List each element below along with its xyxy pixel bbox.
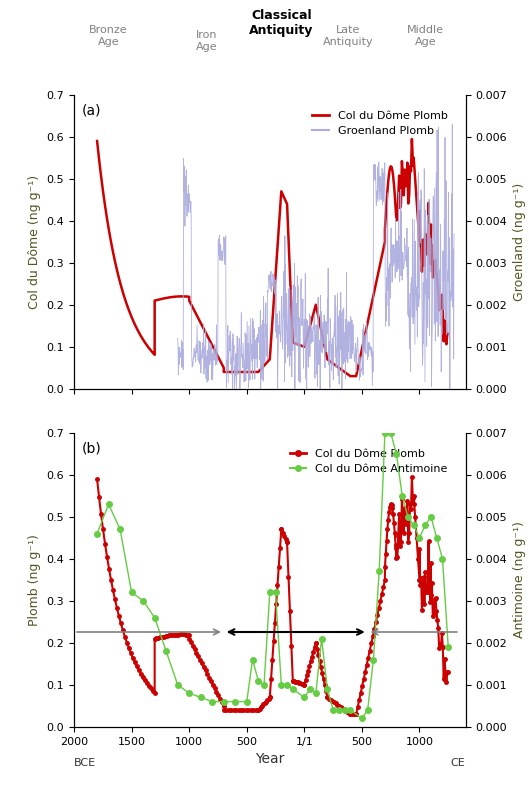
- Text: Bronze
Age: Bronze Age: [89, 25, 128, 47]
- Text: Iron
Age: Iron Age: [196, 30, 217, 52]
- X-axis label: Year: Year: [255, 752, 285, 766]
- Text: Late
Antiquity: Late Antiquity: [323, 25, 373, 47]
- Y-axis label: Antimoine (ng g⁻¹): Antimoine (ng g⁻¹): [513, 521, 525, 638]
- Text: BCE: BCE: [74, 758, 96, 768]
- Text: (b): (b): [82, 442, 102, 456]
- Text: Middle
Age: Middle Age: [407, 25, 444, 47]
- Y-axis label: Col du Dôme (ng g⁻¹): Col du Dôme (ng g⁻¹): [28, 175, 41, 309]
- Text: CE: CE: [451, 758, 466, 768]
- Text: (a): (a): [82, 103, 102, 118]
- Y-axis label: Plomb (ng g⁻¹): Plomb (ng g⁻¹): [28, 534, 41, 626]
- Text: Classical
Antiquity: Classical Antiquity: [249, 9, 314, 37]
- Y-axis label: Groenland (ng g⁻¹): Groenland (ng g⁻¹): [513, 182, 525, 301]
- Legend: Col du Dôme Plomb, Col du Dôme Antimoine: Col du Dôme Plomb, Col du Dôme Antimoine: [285, 444, 452, 479]
- Legend: Col du Dôme Plomb, Groenland Plomb: Col du Dôme Plomb, Groenland Plomb: [308, 106, 452, 141]
